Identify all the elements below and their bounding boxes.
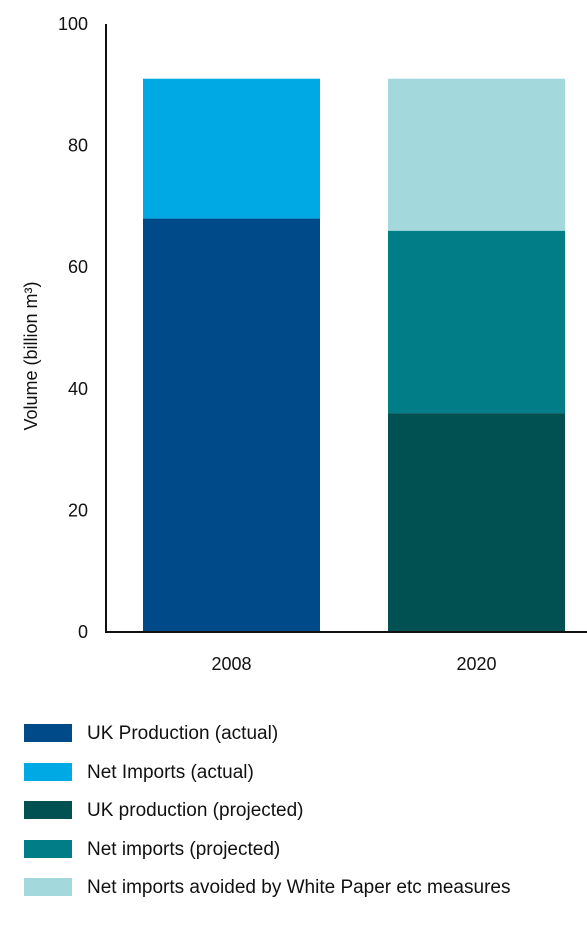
stacked-bar-chart: Volume (billion m³) 0 20 40 60 80 100 2008 202… [21,14,587,674]
bars [143,78,565,632]
y-tick-label: 80 [68,136,88,156]
legend-swatch [24,724,72,742]
legend-item: UK Production (actual) [24,722,564,746]
legend-item: UK production (projected) [24,799,564,823]
legend-swatch [24,801,72,819]
x-tick-label: 2020 [456,654,496,674]
legend-swatch [24,839,72,858]
legend-label: UK Production (actual) [87,723,279,744]
y-tick-label: 0 [78,622,88,642]
y-axis-ticks: 0 20 40 60 80 100 [58,14,88,642]
legend-label: UK production (projected) [87,800,304,821]
legend-label: Net Imports (actual) [87,761,254,783]
bar-segment [388,78,565,231]
legend: UK Production (actual) Net Imports (actua… [24,722,564,915]
legend-swatch [24,762,72,781]
y-tick-label: 40 [68,379,88,399]
legend-label: Net imports avoided by White Paper etc m… [87,877,511,898]
y-tick-label: 100 [58,14,88,34]
x-tick-label: 2008 [211,654,251,674]
bar-segment [388,413,565,632]
bar-segment [143,78,320,219]
bar-segment [143,218,320,632]
legend-label: Net imports (projected) [87,838,281,860]
legend-item: Net Imports (actual) [24,761,564,785]
legend-item: Net imports avoided by White Paper etc m… [24,876,564,900]
bar-segment [388,230,565,414]
legend-item: Net imports (projected) [24,838,564,862]
y-tick-label: 20 [68,500,88,520]
y-tick-label: 60 [68,257,88,277]
y-axis-title: Volume (billion m³) [21,281,41,430]
legend-swatch [24,878,72,896]
x-axis-ticks: 2008 2020 [211,654,496,674]
